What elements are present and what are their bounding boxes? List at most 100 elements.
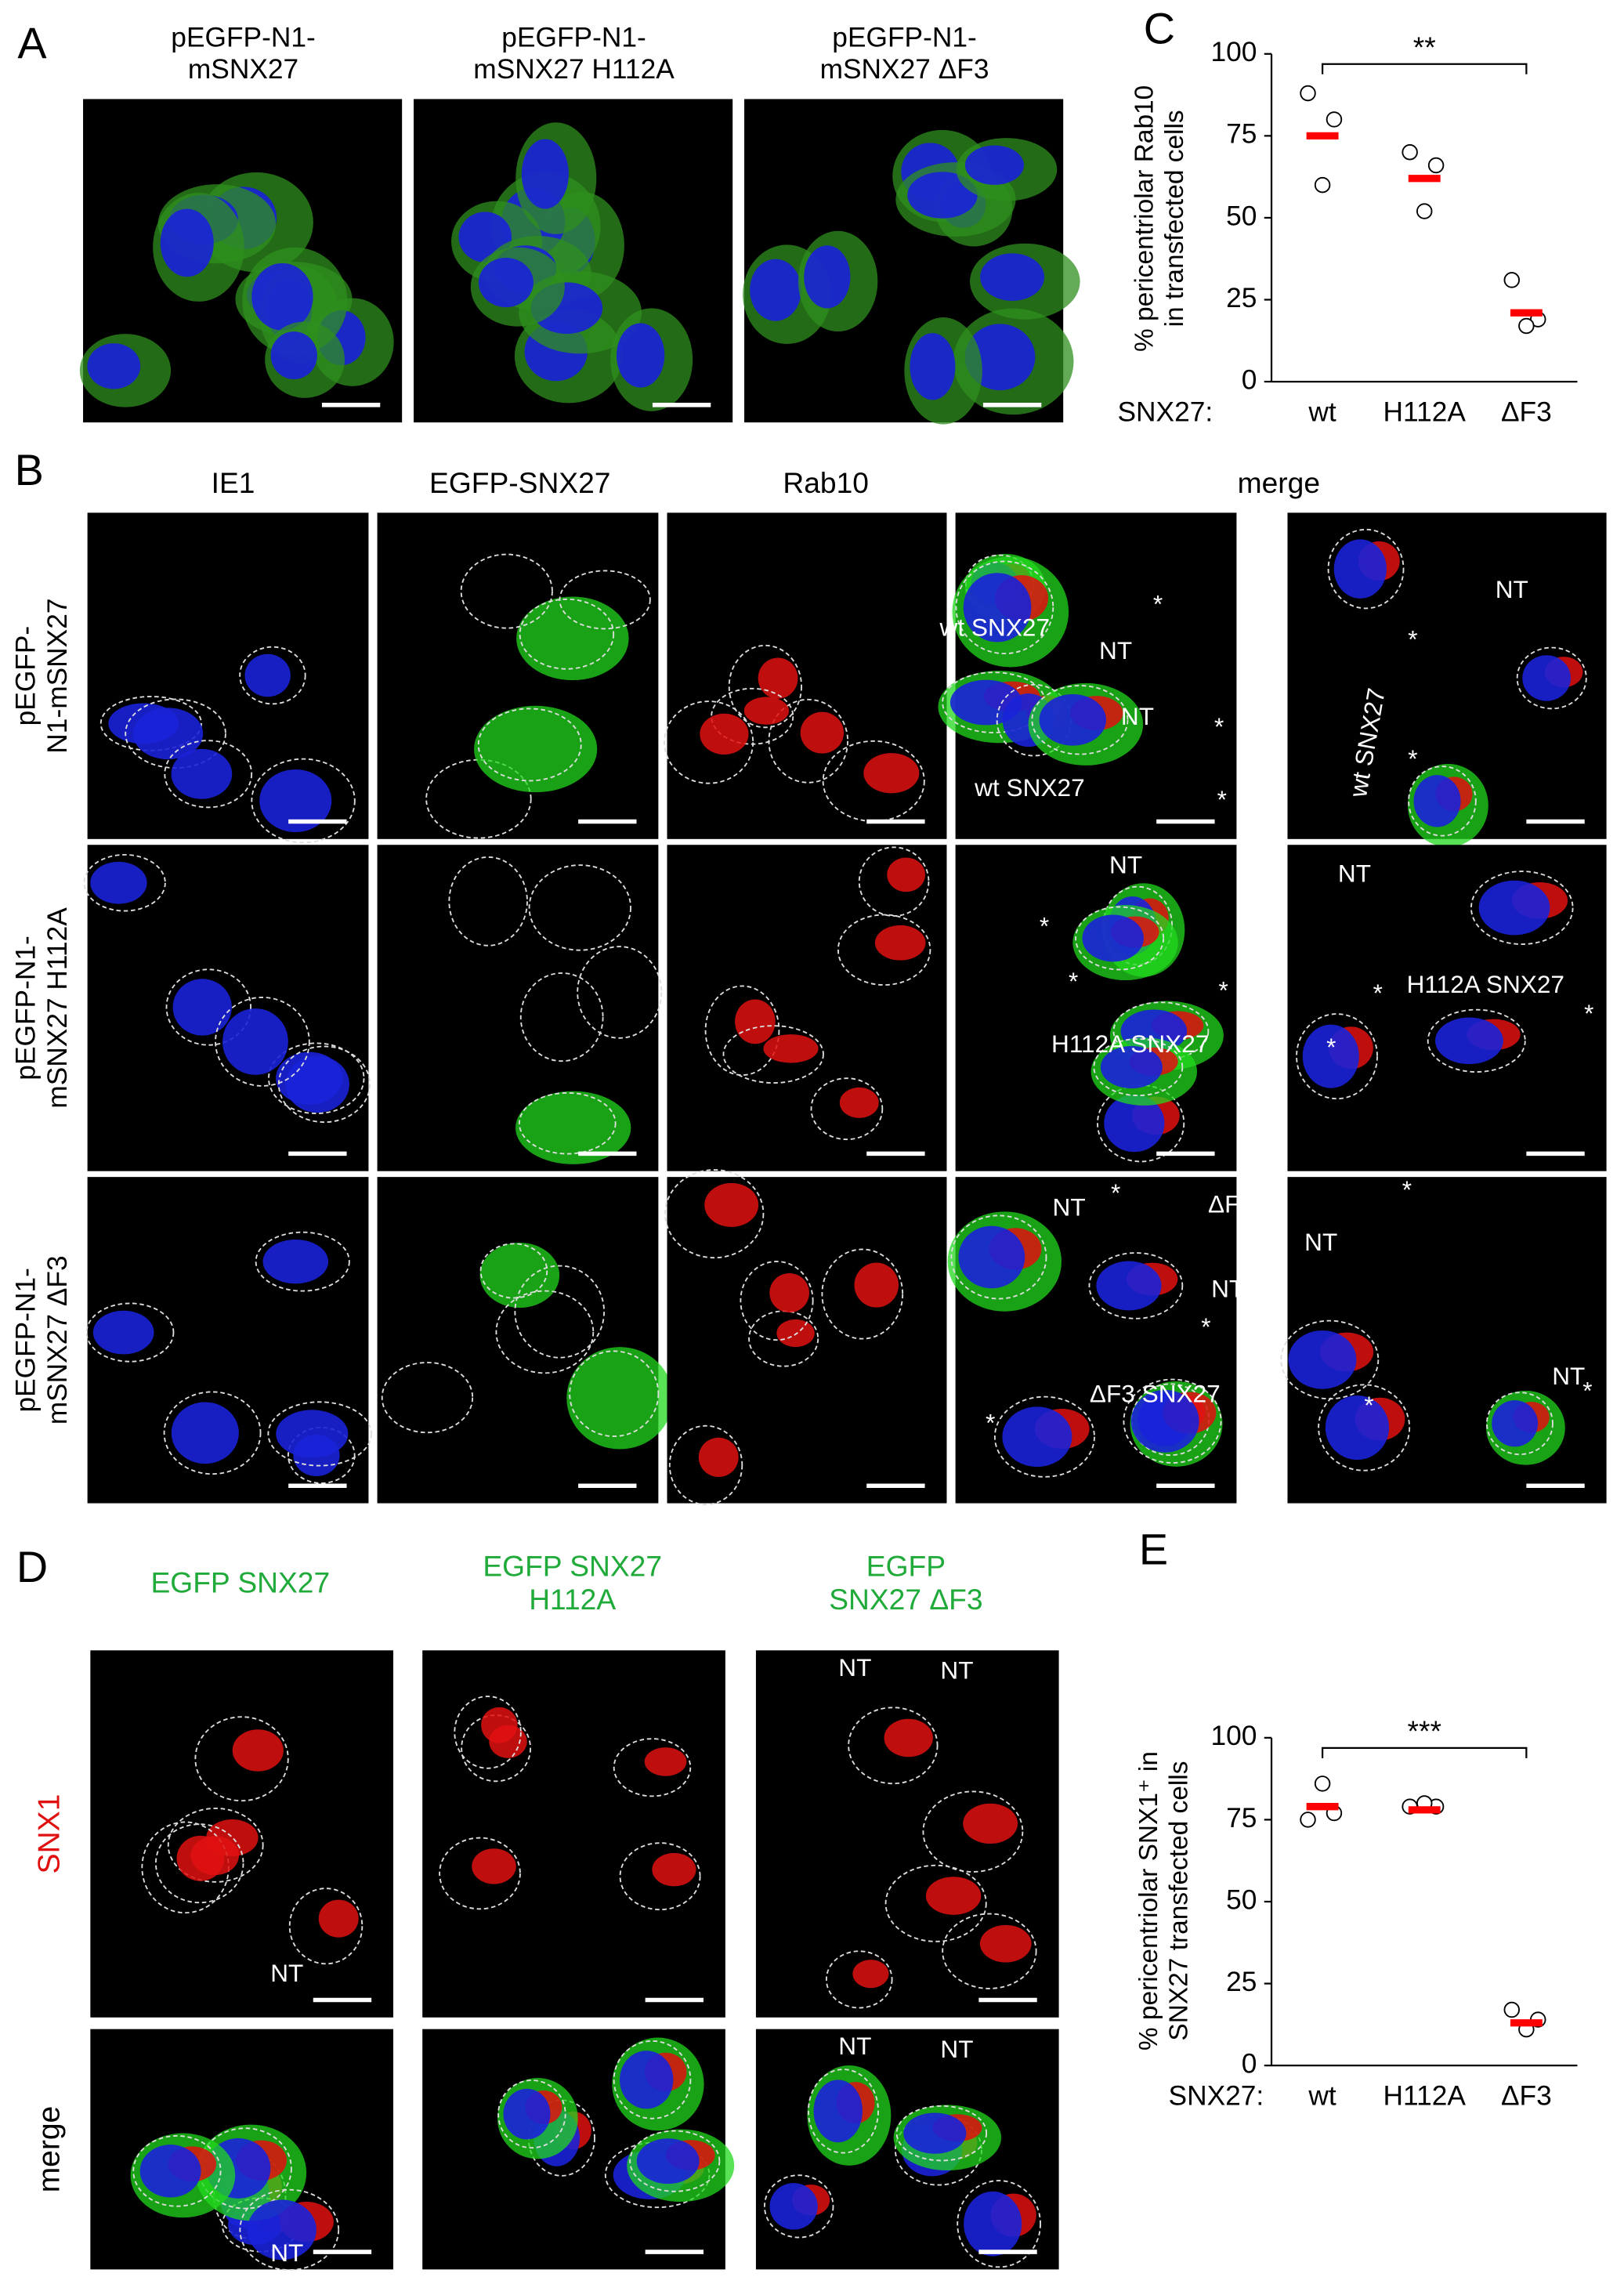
cell-outline	[942, 1913, 1037, 1989]
nucleus	[92, 1310, 154, 1355]
cell-outline	[1470, 871, 1574, 946]
cell-outline	[763, 2174, 834, 2239]
nucleus	[160, 208, 214, 277]
annotation: NT	[270, 2239, 303, 2267]
cell-outline	[194, 1716, 289, 1802]
data-point	[1300, 1812, 1316, 1828]
annotation: *	[1402, 1175, 1412, 1204]
red-signal	[232, 1729, 284, 1772]
red-signal	[769, 1272, 810, 1313]
nucleus	[1522, 655, 1571, 701]
nucleus	[1333, 539, 1387, 599]
data-point	[1300, 85, 1316, 102]
cell-outline	[495, 1290, 595, 1374]
cell-outline	[165, 968, 252, 1046]
cell-outline	[1031, 685, 1129, 755]
nucleus	[139, 2145, 201, 2198]
nucleus	[262, 1240, 329, 1284]
cell-outline	[460, 553, 553, 629]
cell-outline	[519, 972, 604, 1062]
annotation: *	[1201, 1312, 1210, 1341]
cell-outline	[288, 1888, 364, 1965]
annotation: wt SNX27	[939, 613, 1050, 641]
cell-outline	[825, 1950, 893, 2009]
nucleus	[171, 1402, 239, 1464]
y-tick-label: 75	[1226, 119, 1257, 150]
cell-outline	[704, 985, 780, 1077]
cell-outline	[477, 708, 582, 782]
annotation: NT	[270, 1959, 303, 1987]
nucleus	[1492, 1400, 1539, 1447]
annotation: ΔF3	[1208, 1190, 1253, 1218]
cell-outline	[439, 1837, 521, 1910]
column-header: IE1	[212, 466, 255, 499]
cell-outline	[1088, 1252, 1184, 1319]
nucleus	[636, 2138, 700, 2184]
cell-outline	[1486, 1392, 1553, 1456]
cell-outline	[1516, 646, 1587, 710]
cell-outline	[1075, 906, 1165, 971]
cell-outline	[740, 1261, 814, 1341]
cell-outline	[277, 1045, 371, 1124]
cell-outline	[239, 646, 306, 705]
x-axis-title: SNX27:	[1117, 396, 1213, 427]
annotation: NT	[1496, 575, 1528, 603]
nucleus	[964, 145, 1024, 185]
y-axis-title: % pericentriolar SNX1⁺ inSNX27 transfect…	[1134, 1751, 1193, 2051]
nucleus	[1478, 880, 1550, 936]
annotation: *	[1584, 999, 1593, 1027]
nucleus	[903, 2112, 967, 2154]
red-signal	[874, 925, 926, 961]
annotation: *	[1214, 712, 1224, 740]
nucleus	[980, 253, 1045, 301]
nucleus	[521, 139, 569, 209]
red-signal	[884, 1718, 933, 1757]
nucleus	[1082, 914, 1144, 962]
red-signal	[839, 1087, 879, 1118]
cell-outline	[664, 700, 754, 784]
annotation: NT	[838, 2032, 871, 2060]
panel-label: D	[16, 1543, 48, 1591]
cell-outline	[807, 2069, 879, 2154]
row-label: pEGFP-N1-mSNX27	[11, 599, 74, 754]
y-tick-label: 25	[1226, 1967, 1257, 1997]
cell-outline	[569, 1350, 660, 1438]
nucleus	[910, 333, 956, 400]
cell-outline	[884, 1864, 987, 1942]
x-tick-label: ΔF3	[1501, 396, 1552, 427]
cell-outline	[267, 1401, 372, 1467]
red-signal	[763, 1034, 819, 1063]
cell-outline	[239, 2188, 340, 2271]
cell-outline	[163, 1391, 262, 1475]
cell-outline	[722, 1025, 824, 1084]
cell-outline	[519, 598, 615, 670]
annotation: *	[1582, 1377, 1592, 1405]
cell-outline	[1296, 1013, 1378, 1100]
nucleus	[90, 861, 147, 904]
red-signal	[481, 1707, 518, 1743]
nucleus	[1302, 1024, 1359, 1088]
red-signal	[735, 999, 776, 1044]
red-signal	[776, 1319, 815, 1348]
image-title: pEGFP-N1-mSNX27 H112A	[473, 23, 675, 85]
cell-outline	[957, 2180, 1041, 2268]
data-point	[1416, 203, 1433, 219]
cell-outline	[448, 856, 528, 947]
nucleus	[813, 2079, 863, 2143]
panel-label: A	[17, 19, 47, 67]
nucleus	[958, 1225, 1025, 1289]
y-tick-label: 25	[1226, 283, 1257, 313]
data-point	[1326, 111, 1343, 128]
panel-label: B	[15, 446, 44, 494]
y-tick-label: 75	[1226, 1803, 1257, 1833]
red-signal	[854, 1262, 899, 1308]
cell-outline	[821, 1248, 904, 1340]
cell-outline	[1318, 1384, 1411, 1471]
cell-outline	[381, 1362, 474, 1434]
red-signal	[704, 1182, 759, 1227]
nucleus	[964, 324, 1036, 391]
annotation: *	[1153, 590, 1163, 618]
nucleus	[87, 343, 141, 389]
column-header: EGFP SNX27 ΔF3	[829, 1549, 982, 1616]
